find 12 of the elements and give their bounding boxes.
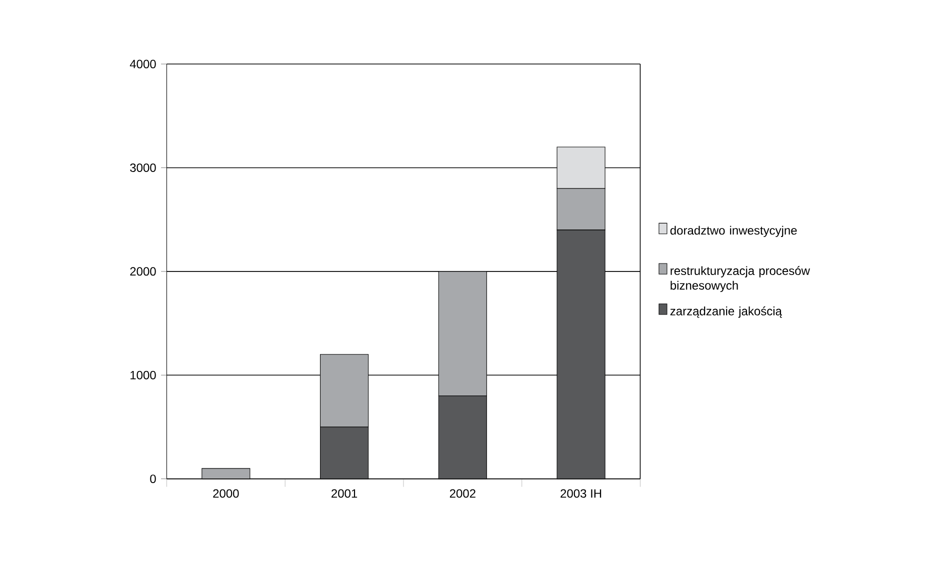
y-tick-label: 4000 — [130, 60, 156, 69]
y-tick-label: 0 — [150, 474, 156, 484]
legend-label: restrukturyzacja procesów biznesowych — [670, 266, 810, 292]
y-tick-label: 2000 — [130, 267, 156, 276]
x-tick-label: 2002 — [450, 489, 476, 498]
legend-label: zarządzanie jakością — [670, 306, 782, 318]
x-tick-label: 2003 IH — [560, 489, 602, 498]
y-tick-label: 1000 — [130, 371, 156, 380]
y-tick-label: 3000 — [130, 164, 156, 172]
x-tick-label: 2001 — [332, 489, 358, 498]
legend-label: doradztwo inwestycyjne — [670, 226, 797, 238]
x-tick-label: 2000 — [213, 489, 239, 498]
